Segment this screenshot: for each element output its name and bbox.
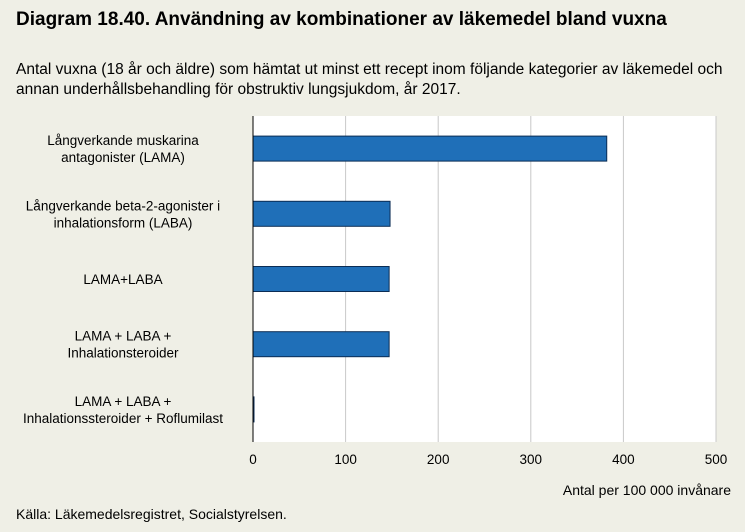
category-label-line: LAMA + LABA + [75, 329, 172, 344]
category-label-line: Inhalationssteroider + Roflumilast [23, 411, 223, 426]
category-label-line: LAMA+LABA [83, 272, 162, 287]
source-note: Källa: Läkemedelsregistret, Socialstyrel… [16, 506, 287, 522]
x-axis-label: Antal per 100 000 invånare [563, 482, 731, 498]
bar [252, 200, 391, 227]
chart-title: Diagram 18.40. Användning av kombination… [16, 9, 667, 30]
category-label-line: Långverkande muskarina [47, 133, 199, 148]
chart-subtitle: Antal vuxna (18 år och äldre) som hämtat… [16, 61, 723, 98]
category-label-line: inhalationsform (LABA) [54, 215, 193, 230]
category-label: LAMA + LABA + Inhalationsteroider [67, 329, 179, 361]
category-label: LAMA + LABA + Inhalationssteroider + Rofl… [23, 394, 223, 426]
x-tick-label: 400 [612, 452, 635, 467]
x-tick-label: 500 [705, 452, 728, 467]
category-label-line: Inhalationsteroider [67, 346, 179, 361]
x-tick-label: 0 [249, 452, 257, 467]
x-tick-label: 300 [520, 452, 543, 467]
bar [252, 266, 390, 292]
x-tick-label: 200 [427, 452, 450, 467]
category-label-line: antagonister (LAMA) [61, 150, 185, 165]
x-tick-label: 100 [334, 452, 357, 467]
category-label: LAMA+LABA [83, 272, 162, 287]
category-label: Långverkande muskarina antagonister (LAMA… [47, 133, 199, 165]
category-label: Långverkande beta-2-agonister i inhalatio… [26, 198, 220, 230]
bar [252, 135, 608, 162]
category-label-line: Långverkande beta-2-agonister i [26, 198, 220, 213]
category-label-line: LAMA + LABA + [75, 394, 172, 409]
bar [252, 331, 390, 358]
